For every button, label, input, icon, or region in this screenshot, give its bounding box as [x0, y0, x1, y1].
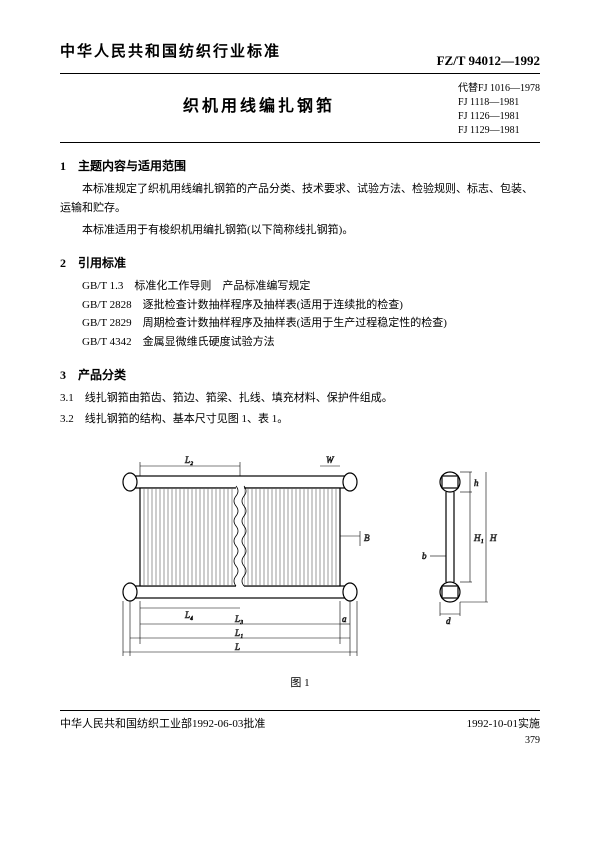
replace-line: 代替FJ 1016—1978: [458, 82, 540, 96]
standard-code: FZ/T 94012—1992: [437, 53, 540, 69]
replaces-block: 代替FJ 1016—1978 FJ 1118—1981 FJ 1126—1981…: [458, 82, 540, 138]
approval-text: 中华人民共和国纺织工业部1992-06-03批准: [60, 715, 265, 731]
replace-line: FJ 1129—1981: [458, 124, 540, 138]
ref-item: GB/T 1.3 标准化工作导则 产品标准编写规定: [82, 277, 540, 296]
section-3-heading: 3 产品分类: [60, 366, 540, 383]
section-1-p1: 本标准规定了织机用线编扎钢筘的产品分类、技术要求、试验方法、检验规则、标志、包装…: [60, 180, 540, 217]
section-1-p2: 本标准适用于有梭织机用编扎钢筘(以下简称线扎钢筘)。: [60, 221, 540, 240]
svg-text:L₃: L₃: [234, 614, 243, 624]
replace-line: FJ 1126—1981: [458, 110, 540, 124]
page-number: 379: [60, 735, 540, 746]
ref-item: GB/T 2828 逐批检查计数抽样程序及抽样表(适用于连续批的检查): [82, 296, 540, 315]
svg-text:d: d: [446, 616, 451, 626]
reference-list: GB/T 1.3 标准化工作导则 产品标准编写规定 GB/T 2828 逐批检查…: [82, 277, 540, 352]
ref-item: GB/T 2829 周期检查计数抽样程序及抽样表(适用于生产过程稳定性的检查): [82, 314, 540, 333]
figure-1: L₂ W B L₄ L₃ a L₁ L h H₁: [60, 446, 540, 666]
page-footer: 中华人民共和国纺织工业部1992-06-03批准 1992-10-01实施: [60, 710, 540, 731]
figure-caption: 图 1: [60, 674, 540, 690]
section-3-2: 3.2 线扎钢筘的结构、基本尺寸见图 1、表 1。: [60, 410, 540, 429]
title-rule: [60, 142, 540, 143]
svg-text:b: b: [422, 551, 427, 561]
header-rule: [60, 73, 540, 74]
svg-text:H: H: [489, 533, 497, 543]
section-2-heading: 2 引用标准: [60, 254, 540, 271]
ref-item: GB/T 4342 金属显微维氏硬度试验方法: [82, 333, 540, 352]
svg-text:W: W: [326, 455, 335, 465]
svg-text:a: a: [342, 614, 347, 624]
section-3-1: 3.1 线扎钢筘由筘齿、筘边、筘梁、扎线、填充材料、保护件组成。: [60, 389, 540, 408]
section-1-heading: 1 主题内容与适用范围: [60, 157, 540, 174]
svg-text:L₂: L₂: [184, 455, 193, 465]
svg-text:L₁: L₁: [234, 628, 243, 638]
svg-text:H₁: H₁: [473, 533, 484, 543]
svg-text:h: h: [474, 478, 479, 488]
svg-text:B: B: [364, 533, 370, 543]
implementation-text: 1992-10-01实施: [467, 715, 540, 731]
org-title: 中华人民共和国纺织行业标准: [60, 40, 281, 61]
svg-text:L₄: L₄: [184, 610, 193, 620]
replace-line: FJ 1118—1981: [458, 96, 540, 110]
svg-text:L: L: [234, 642, 240, 652]
doc-title: 织机用线编扎钢筘: [60, 92, 458, 116]
